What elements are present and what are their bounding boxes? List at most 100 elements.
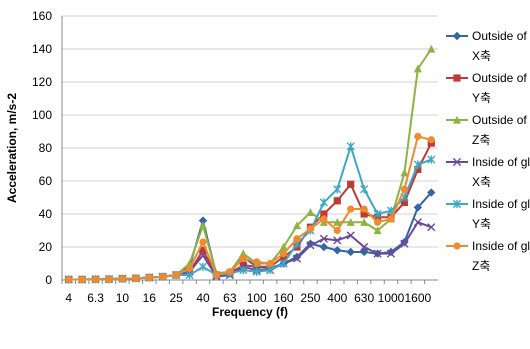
- data-point: [347, 180, 355, 188]
- data-point: [333, 197, 341, 205]
- data-point: [453, 242, 461, 250]
- data-point: [373, 226, 382, 235]
- legend-label: Y축: [472, 91, 491, 105]
- data-point: [292, 254, 302, 263]
- series-line: [68, 48, 433, 281]
- legend-item: Inside of glove Y축: [446, 197, 530, 231]
- data-point: [185, 270, 194, 280]
- x-tick-label: 160: [274, 291, 294, 305]
- data-point: [279, 242, 288, 251]
- legend-label: Z축: [472, 259, 490, 273]
- y-tick-label: 140: [32, 42, 52, 56]
- data-point: [306, 239, 315, 248]
- data-point: [279, 250, 288, 258]
- data-point: [413, 203, 423, 212]
- data-point: [346, 142, 355, 151]
- data-point: [319, 242, 329, 252]
- data-point: [414, 132, 422, 141]
- data-point: [453, 115, 461, 124]
- x-tick-label: 100: [247, 291, 267, 305]
- y-tick-label: 100: [32, 108, 52, 122]
- x-tick-label: 630: [354, 291, 374, 305]
- data-point: [360, 210, 368, 218]
- data-point: [293, 221, 301, 230]
- x-tick-label: 16: [143, 291, 157, 305]
- data-point: [400, 185, 409, 193]
- data-point: [386, 249, 396, 258]
- data-point: [105, 275, 113, 283]
- legend-item: Inside of glove X축: [446, 155, 530, 189]
- data-point: [346, 231, 355, 240]
- data-point: [427, 136, 435, 144]
- series-layer: [64, 44, 436, 284]
- data-point: [91, 275, 100, 283]
- data-point: [239, 261, 247, 269]
- data-point: [427, 188, 436, 197]
- data-point: [132, 274, 140, 282]
- legend-label: Inside of glove: [472, 239, 530, 253]
- data-point: [346, 218, 355, 226]
- data-point: [413, 64, 422, 73]
- x-tick-label: 400: [327, 291, 347, 305]
- data-point: [452, 157, 462, 167]
- x-tick-label: 6.3: [87, 291, 104, 305]
- gridlines: [62, 15, 438, 248]
- y-axis-title: Acceleration, m/s-2: [5, 93, 19, 203]
- legend-item: Outside of glove X축: [446, 29, 530, 63]
- data-point: [333, 185, 342, 194]
- x-tick-label: 1000: [378, 291, 405, 305]
- legend-item: Inside of glove Z축: [446, 239, 530, 273]
- data-point: [333, 226, 341, 235]
- data-point: [306, 241, 315, 250]
- y-tick-label: 160: [32, 9, 52, 23]
- x-tick-label: 250: [300, 291, 320, 305]
- data-point: [453, 74, 461, 82]
- data-point: [400, 198, 409, 207]
- data-point: [319, 234, 328, 243]
- data-point: [145, 273, 153, 282]
- x-tick-label: 4: [65, 291, 72, 305]
- series-6: [65, 132, 435, 284]
- legend-label: Outside of glove: [472, 71, 530, 85]
- data-point: [360, 242, 369, 252]
- data-point: [373, 249, 382, 258]
- data-point: [387, 215, 395, 223]
- data-point: [347, 205, 355, 213]
- data-point: [320, 215, 328, 223]
- legend-item: Outside of glove Z축: [446, 113, 530, 147]
- legend-label: Outside of glove: [472, 29, 530, 43]
- x-tick-label: 40: [196, 291, 210, 305]
- legend-label: Inside of glove: [472, 197, 530, 211]
- legend-label: Outside of glove: [472, 113, 530, 127]
- data-point: [253, 258, 261, 266]
- legend-item: Outside of glove Y축: [446, 71, 530, 105]
- data-point: [212, 271, 221, 279]
- data-point: [333, 246, 342, 255]
- data-point: [239, 266, 248, 275]
- legend-label: Inside of glove: [472, 155, 530, 169]
- x-axis-ticks: 4 6.3 10 16 25 40 63 100 160 250 400 630 1000 1600: [61, 280, 432, 305]
- y-tick-label: 60: [39, 174, 53, 188]
- x-axis-title: Frequency (f): [212, 305, 288, 319]
- data-point: [413, 218, 422, 227]
- data-point: [199, 238, 207, 246]
- data-point: [199, 246, 207, 254]
- legend-label: Y축: [472, 217, 491, 231]
- data-point: [346, 247, 355, 257]
- legend: Outside of gloveX축Outside of gloveY축Outs…: [446, 29, 530, 273]
- data-point: [360, 205, 368, 213]
- x-tick-label: 63: [223, 291, 237, 305]
- data-point: [373, 218, 382, 226]
- data-point: [452, 31, 462, 41]
- y-tick-label: 20: [39, 240, 53, 254]
- y-tick-label: 40: [39, 207, 53, 221]
- data-point: [78, 275, 86, 284]
- data-point: [427, 155, 436, 164]
- data-point: [198, 262, 208, 271]
- data-point: [279, 259, 288, 268]
- data-point: [198, 216, 208, 225]
- data-point: [266, 266, 275, 275]
- data-point: [452, 199, 462, 209]
- data-point: [306, 225, 315, 233]
- data-point: [293, 235, 301, 243]
